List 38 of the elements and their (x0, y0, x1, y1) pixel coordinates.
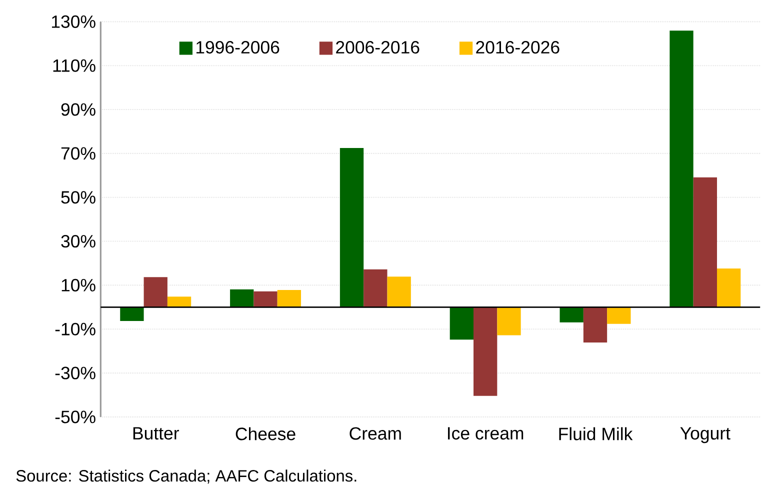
y-tick-label: 110% (53, 59, 96, 72)
bar (450, 307, 474, 340)
x-tick-label: Fluid Milk (559, 427, 633, 440)
y-tick-label: 70% (61, 147, 96, 160)
bar (670, 30, 694, 308)
bar (474, 307, 498, 396)
bar (387, 276, 411, 308)
bar (583, 307, 608, 343)
y-tick-label: 130% (52, 15, 96, 28)
legend-label: 2016-2026 (476, 41, 560, 54)
bar (607, 307, 631, 324)
y-tick-label: 50% (61, 191, 96, 204)
x-tick-label: Cheese (236, 427, 296, 440)
x-tick-label: Butter (133, 427, 179, 440)
bar (693, 177, 717, 308)
y-tick-label: 90% (61, 103, 96, 116)
x-tick-label: Ice cream (448, 427, 524, 440)
bar (560, 307, 584, 322)
legend-label: 2006-2016 (336, 41, 420, 54)
bar (716, 268, 741, 308)
bar (144, 277, 168, 308)
bar (167, 296, 192, 308)
y-tick-label: 10% (62, 278, 96, 292)
source-note: Source: Statistics Canada; AAFC Calculations. (16, 470, 356, 484)
y-tick-label: -50% (55, 410, 96, 424)
bar (364, 269, 388, 308)
bar (497, 307, 521, 336)
bar (230, 289, 254, 308)
y-tick-label: 30% (61, 235, 96, 248)
x-tick-label: Cream (350, 427, 401, 440)
x-tick-label: Yogurt (680, 427, 730, 444)
bar (254, 291, 278, 308)
bar (277, 290, 302, 308)
y-tick-label: -30% (55, 366, 96, 380)
bar (340, 148, 364, 308)
y-tick-label: -10% (55, 322, 96, 336)
bar (120, 307, 144, 322)
legend-label: 1996-2006 (196, 41, 280, 54)
